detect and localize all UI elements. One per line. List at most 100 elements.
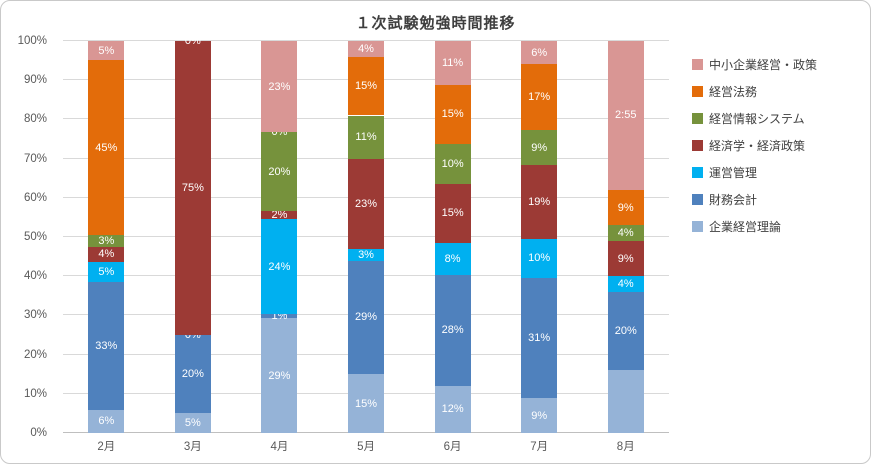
plot-area: 6% 33% 5% 4% 3% 45% 5% 5% 20% 0% 75% 0% 29% 1% 24% 2% 20… [63,35,669,433]
bar-segment-label: 10% [441,157,464,170]
gridline [63,40,669,41]
bar-segment [434,385,471,433]
stacked-bar: 29% 1% 24% 2% 20% 0% 23% [261,41,298,433]
legend-swatch [692,59,703,70]
y-axis-tick-label: 50% [23,231,47,243]
bar-segment [174,335,211,414]
bar-segment [434,242,471,275]
bar-segment [88,262,125,282]
bar-segment-label: 4% [98,248,115,261]
bar-segment-label: 29% [355,311,378,324]
legend-label: 経営法務 [709,85,758,99]
bar-segment [434,41,471,85]
bar-segment-label: 4% [617,227,634,240]
legend-item: 経営法務 [692,78,817,105]
bar-segment-label: 3% [98,234,115,247]
bar-segment-label: 5% [184,417,201,430]
bar-segment-label: 15% [355,80,378,93]
bar-segment-label: 33% [95,339,118,352]
bar-segment-label: 19% [528,196,551,209]
bar-segment [434,274,471,386]
bar-segment-label: 20% [614,325,637,338]
bar-segment [607,291,644,371]
bar-column: 6% 33% 5% 4% 3% 45% 5% [63,41,150,433]
bar-segment [607,276,644,292]
bar-segment-label: 17% [528,91,551,104]
x-axis-category-label: 8月 [616,441,635,453]
bar-segment [348,260,385,375]
bar-segment [607,189,644,226]
legend-item: 経済学・経済政策 [692,132,817,159]
x-axis-category-label: 6月 [443,441,462,453]
y-axis-tick-label: 0% [30,427,47,439]
y-axis-tick-label: 80% [23,113,47,126]
bar-segment-label: 5% [98,44,115,57]
legend-swatch [692,194,703,205]
stacked-bar: 20% 4% 9% 4% 9% 2:55 [607,41,644,433]
bar-segment [348,248,385,261]
legend-label: 経済学・経済政策 [709,139,806,153]
y-axis: 0% 10% 20% 30% 40% 50% 60% 70% 80% 90% 100% [1,35,55,439]
bar-segment [607,240,644,277]
bar-segment-label: 9% [617,201,634,214]
bar-column: 29% 1% 24% 2% 20% 0% 23% [236,41,323,433]
bar-segment-label: 9% [531,409,548,422]
bar-segment-label: 23% [268,80,291,93]
bar-segment [261,318,298,433]
bar-segment [88,60,125,236]
x-axis-category-label: 7月 [530,441,549,453]
y-axis-tick-label: 100% [17,35,47,47]
bar-segment-label: 6% [98,415,115,428]
bar-segment-label: 10% [528,252,551,265]
bar-segment [521,41,558,65]
bar-segment-label: 4% [617,278,634,291]
stacked-bar: 5% 20% 0% 75% 0% [174,35,211,433]
bar-segment [521,398,558,433]
bar-segment-label: 3% [358,248,374,261]
bar-segment [348,41,385,57]
bar-segment [348,158,385,249]
bar-segment-label: 2% [271,209,288,222]
legend-label: 運営管理 [709,166,758,180]
bar-segment-label: 20% [268,165,291,178]
legend-item: 経営情報システム [692,105,817,132]
bar-segment-label: 31% [528,331,551,344]
y-axis-tick-label: 20% [23,348,47,361]
bar-segment [607,370,644,433]
legend-item: 運営管理 [692,159,817,186]
bar-segment-label: 11% [355,131,377,144]
legend-label: 財務会計 [709,193,758,207]
bar-segment [521,64,558,131]
bar-segment [261,132,298,212]
bar-segment [607,225,644,241]
bars-layer: 6% 33% 5% 4% 3% 45% 5% 5% 20% 0% 75% 0% 29% 1% 24% 2% 20… [63,35,669,433]
bar-segment [261,314,298,319]
bar-segment [434,143,471,184]
legend-swatch [692,140,703,151]
legend-item: 中小企業経営・政策 [692,51,817,78]
legend-label: 企業経営理論 [709,220,782,234]
x-axis-category-label: 3月 [183,441,202,453]
bar-segment-label: 75% [181,182,204,194]
bar-segment [261,219,298,315]
bar-segment [348,56,385,116]
legend-label: 経営情報システム [709,112,805,126]
bar-segment-label: 5% [98,265,115,278]
bar-segment [261,41,298,133]
bar-segment-label: 24% [268,260,291,273]
bar-segment-label: 4% [358,42,374,55]
bar-segment [174,413,211,433]
legend-item: 企業経営理論 [692,213,817,240]
y-axis-tick-label: 70% [23,152,47,165]
x-axis-category-label: 2月 [97,441,116,453]
legend-swatch [692,113,703,124]
y-axis-tick-label: 40% [23,270,47,283]
bar-segment-label: 2:55 [615,109,637,122]
bar-segment [88,41,125,61]
bar-segment-label: 45% [95,141,118,154]
stacked-bar: 15% 29% 3% 23% 11% 15% 4% [348,41,385,433]
bar-segment-label: 6% [531,46,548,59]
bar-segment-label: 15% [441,108,464,121]
bar-segment [521,277,558,399]
chart-title: １次試験勉強時間推移 [355,15,516,32]
